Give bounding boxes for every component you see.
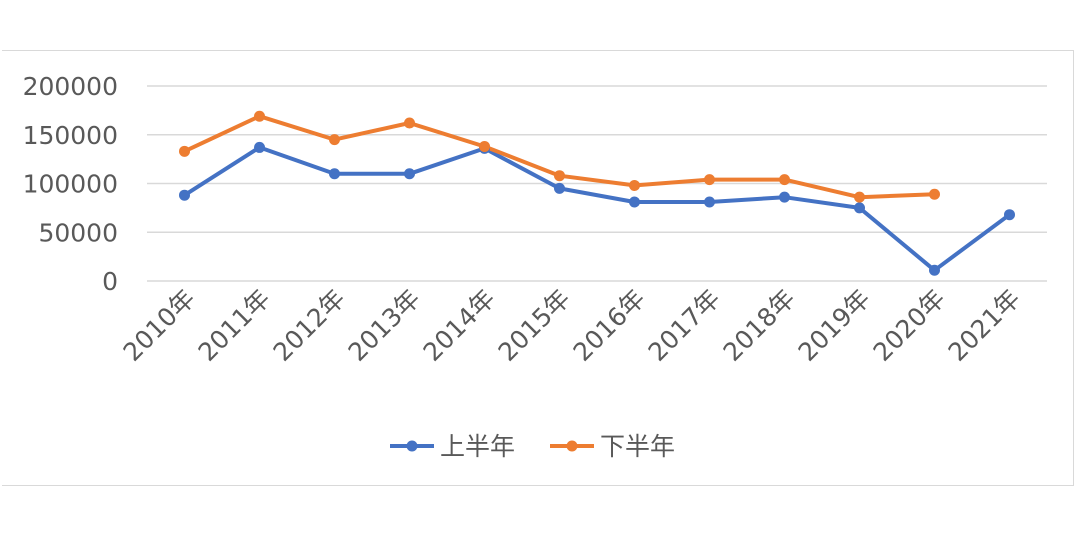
x-tick-label-0: 2010年 <box>118 284 201 367</box>
x-tick-label-9: 2019年 <box>793 284 876 367</box>
series-points <box>179 110 1015 276</box>
legend-label-1: 下半年 <box>600 432 675 461</box>
y-tick-label-50000: 50000 <box>38 218 118 247</box>
x-tick-label-7: 2017年 <box>643 284 726 367</box>
series-1-point-5 <box>554 170 565 182</box>
x-tick-label-3: 2013年 <box>343 284 426 367</box>
y-axis-ticks: 0 50000 100000 150000 200000 <box>23 72 118 296</box>
legend-marker-0 <box>406 440 418 452</box>
x-tick-label-6: 2016年 <box>568 284 651 367</box>
y-tick-label-200000: 200000 <box>23 72 118 101</box>
series-0-point-9 <box>854 202 865 214</box>
series-0-point-0 <box>179 189 190 201</box>
series-0-point-8 <box>779 191 790 203</box>
series-1-point-7 <box>704 174 715 186</box>
series-0-point-2 <box>329 168 340 180</box>
series-1-point-1 <box>254 110 265 122</box>
x-axis-ticks: 2010年2011年2012年2013年2014年2015年2016年2017年… <box>118 284 1026 367</box>
series-line-0 <box>182 145 1012 273</box>
x-tick-label-11: 2021年 <box>943 284 1026 367</box>
series-1-point-10 <box>929 188 940 200</box>
series-0-point-7 <box>704 196 715 208</box>
x-tick-label-5: 2015年 <box>493 284 576 367</box>
series-0-point-1 <box>254 141 265 153</box>
legend-marker-1 <box>566 440 578 452</box>
series-1-point-4 <box>479 140 490 152</box>
series-lines <box>182 114 1012 273</box>
series-1-point-6 <box>629 179 640 191</box>
x-tick-label-4: 2014年 <box>418 284 501 367</box>
series-0-point-11 <box>1004 209 1015 221</box>
series-0-point-5 <box>554 182 565 194</box>
legend-label-0: 上半年 <box>440 432 515 461</box>
y-tick-label-150000: 150000 <box>23 121 118 150</box>
gridlines <box>147 85 1047 282</box>
series-0-point-3 <box>404 168 415 180</box>
series-1-point-0 <box>179 145 190 157</box>
x-tick-label-1: 2011年 <box>193 284 276 367</box>
x-tick-label-8: 2018年 <box>718 284 801 367</box>
x-tick-label-10: 2020年 <box>868 284 951 367</box>
series-1-point-3 <box>404 117 415 129</box>
series-0-point-10 <box>929 264 940 276</box>
chart-frame <box>2 50 1074 486</box>
y-tick-label-0: 0 <box>102 267 118 296</box>
series-1-point-8 <box>779 174 790 186</box>
y-tick-label-100000: 100000 <box>23 170 118 199</box>
legend: 上半年 下半年 <box>390 432 675 461</box>
series-1-point-9 <box>854 191 865 203</box>
x-tick-label-2: 2012年 <box>268 284 351 367</box>
series-1-point-2 <box>329 134 340 146</box>
series-0-point-6 <box>629 196 640 208</box>
